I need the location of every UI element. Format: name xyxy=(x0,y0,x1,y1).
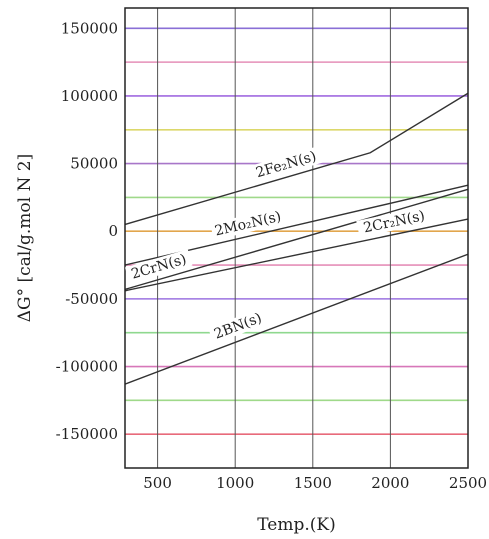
label-backing xyxy=(124,249,193,284)
y-tick-label: -100000 xyxy=(56,358,118,376)
series-line xyxy=(124,92,469,226)
x-tick-label: 1500 xyxy=(294,474,332,492)
series-label: 2Fe₂N(s) xyxy=(254,148,318,181)
horizontal-gridlines xyxy=(125,27,468,435)
x-tick-label: 2000 xyxy=(371,474,409,492)
x-tick-label: 2500 xyxy=(449,474,487,492)
label-backing xyxy=(210,207,286,241)
series-label-group: 2BN(s) xyxy=(208,307,268,344)
x-tick-label: 500 xyxy=(143,474,172,492)
series-line xyxy=(124,188,469,291)
series-label: 2Cr₂N(s) xyxy=(362,208,426,236)
y-tick-label: 100000 xyxy=(61,87,118,105)
series-line xyxy=(124,218,469,292)
y-tick-label: -150000 xyxy=(56,425,118,443)
vertical-gridlines xyxy=(157,8,391,468)
y-tick-label: 0 xyxy=(108,222,118,240)
y-tick-label: -50000 xyxy=(65,290,118,308)
series-line xyxy=(124,253,469,385)
y-tick-label: 50000 xyxy=(70,155,118,173)
series-label: 2BN(s) xyxy=(212,310,264,343)
x-axis-label: Temp.(K) xyxy=(257,515,335,535)
series-label: 2CrN(s) xyxy=(129,251,188,282)
series-label: 2Mo₂N(s) xyxy=(213,209,283,240)
y-tick-label: 150000 xyxy=(61,19,118,37)
series-label-group: 2Mo₂N(s) xyxy=(210,207,286,241)
label-backing xyxy=(356,205,432,238)
x-tick-labels: 500 1000 1500 2000 2500 xyxy=(143,474,487,492)
label-backing xyxy=(208,307,268,344)
y-axis-label: ΔG° [cal/g.mol N 2] xyxy=(15,154,35,322)
y-tick-labels: 150000 100000 50000 0 -50000 -100000 -150000 xyxy=(56,19,118,443)
label-backing xyxy=(248,145,324,183)
plot-frame xyxy=(124,7,469,469)
x-tick-label: 1000 xyxy=(216,474,254,492)
series-lines xyxy=(124,92,469,385)
